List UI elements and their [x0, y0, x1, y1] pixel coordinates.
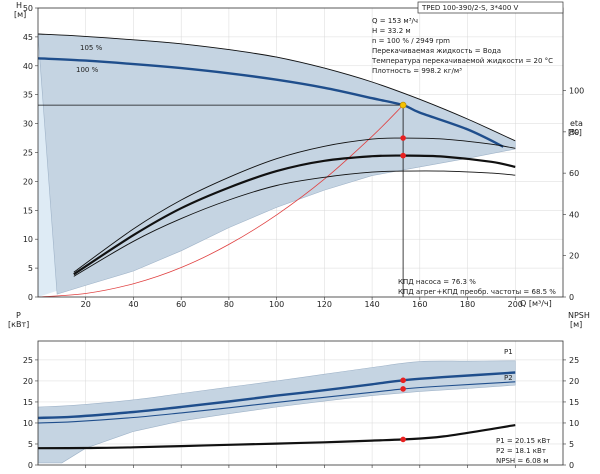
npsh-axis-label: NPSH — [568, 311, 590, 320]
head-tick-label: 10 — [23, 235, 33, 244]
readout-p1: P1 = 20.15 кВт — [496, 437, 550, 445]
readout-npsh: NPSH = 6.08 м — [496, 457, 549, 465]
head-axis-unit: [м] — [14, 10, 26, 19]
efficiency-axis-unit: [%] — [568, 128, 582, 137]
info-line-head: H = 33.2 м — [372, 27, 411, 35]
info-block: Q = 153 м³/ч H = 33.2 м n = 100 % / 2949… — [371, 17, 553, 75]
power-operating-region — [38, 360, 516, 464]
power-point-2 — [400, 436, 406, 443]
flow-tick-label: 180 — [460, 300, 475, 309]
head-axis-ticks: 0 5 10 15 20 25 30 35 40 45 50 — [23, 4, 38, 302]
curve-label-105: 105 % — [80, 44, 103, 52]
npsh-tick-label: 20 — [569, 377, 579, 386]
npsh-tick-label: 15 — [569, 398, 579, 407]
efficiency-point-0 — [400, 135, 406, 141]
head-axis-label: H — [16, 1, 22, 10]
flow-tick-label: 140 — [364, 300, 379, 309]
efficiency-tick-label: 40 — [569, 210, 579, 219]
head-tick-label: 5 — [28, 264, 33, 273]
power-series-line-1 — [38, 381, 516, 424]
power-tick-label: 10 — [23, 419, 33, 428]
efficiency-axis-label: eta — [570, 119, 583, 128]
flow-axis-ticks: 20 40 60 80 100 120 140 160 180 200 — [81, 297, 523, 309]
npsh-axis-ticks: 0 5 10 15 20 25 — [563, 356, 579, 470]
info-line-temperature: Температура перекачиваемой жидкости = 20… — [371, 57, 553, 65]
head-tick-label: 15 — [23, 206, 33, 215]
head-points — [399, 101, 407, 159]
head-tick-label: 30 — [23, 120, 33, 129]
power-series-line-2 — [38, 424, 516, 450]
head-tick-label: 20 — [23, 177, 33, 186]
efficiency-tick-label: 100 — [569, 87, 584, 96]
npsh-axis-unit: [м] — [570, 320, 582, 329]
readout-p2: P2 = 18.1 кВт — [496, 447, 546, 455]
efficiency-axis-ticks: 0 20 40 60 80 100 — [563, 87, 584, 302]
npsh-tick-label: 10 — [569, 419, 579, 428]
head-series-line-6 — [73, 170, 516, 277]
power-flow-ticks — [85, 465, 516, 468]
info-line-liquid: Перекачиваемая жидкость = Вода — [372, 47, 501, 55]
power-series-line-0 — [38, 371, 516, 420]
curve-label-p2: P2 — [504, 374, 513, 382]
power-point-1 — [400, 386, 406, 392]
efficiency-tick-label: 0 — [569, 293, 574, 302]
flow-tick-label: 80 — [224, 300, 234, 309]
power-panel: 0 5 10 15 20 25 0 5 10 15 20 25 P [кВт] NPSH [м] P… — [8, 311, 590, 470]
head-series-line-5 — [73, 154, 516, 276]
info-line-speed: n = 100 % / 2949 rpm — [372, 37, 450, 45]
head-series-line-4 — [73, 137, 516, 273]
power-points — [400, 377, 406, 443]
flow-tick-label: 40 — [128, 300, 138, 309]
title-box — [417, 1, 564, 14]
curve-label-p1: P1 — [504, 348, 513, 356]
flow-tick-label: 100 — [269, 300, 284, 309]
pump-efficiency-text: КПД насоса = 76.3 % — [398, 278, 476, 286]
npsh-tick-label: 5 — [569, 440, 574, 449]
head-tick-label: 45 — [23, 33, 33, 42]
power-tick-label: 15 — [23, 398, 33, 407]
power-tick-label: 20 — [23, 377, 33, 386]
flow-axis-label: Q [м³/ч] — [520, 299, 552, 308]
head-tick-label: 0 — [28, 293, 33, 302]
power-series-group — [38, 371, 516, 450]
efficiency-tick-label: 20 — [569, 252, 579, 261]
power-plot-frame — [37, 340, 564, 466]
power-axis-ticks: 0 5 10 15 20 25 — [23, 356, 38, 470]
head-tick-label: 35 — [23, 91, 33, 100]
power-tick-label: 25 — [23, 356, 33, 365]
info-line-flow: Q = 153 м³/ч — [372, 17, 418, 25]
head-series-line-2 — [38, 104, 404, 297]
power-tick-label: 5 — [28, 440, 33, 449]
npsh-tick-label: 0 — [569, 461, 574, 470]
power-axis-label: P — [16, 311, 21, 320]
head-series-line-0 — [38, 33, 516, 142]
flow-tick-label: 120 — [317, 300, 332, 309]
flow-tick-label: 20 — [81, 300, 91, 309]
operating-point-marker — [399, 101, 407, 109]
head-series-line-1 — [38, 57, 504, 148]
efficiency-tick-label: 60 — [569, 169, 579, 178]
head-tick-label: 50 — [23, 4, 33, 13]
head-tick-label: 25 — [23, 149, 33, 158]
flow-tick-label: 200 — [508, 300, 523, 309]
flow-tick-label: 160 — [412, 300, 427, 309]
npsh-tick-label: 25 — [569, 356, 579, 365]
power-axis-unit: [кВт] — [8, 320, 29, 329]
efficiency-point-1 — [400, 152, 406, 159]
chart-title: TPED 100-390/2-S, 3*400 V — [421, 4, 519, 12]
power-point-0 — [400, 377, 406, 384]
head-panel: 0 5 10 15 20 25 30 35 40 45 50 0 20 40 60 80 100 20 40 60… — [14, 1, 584, 309]
efficiency-tick-label: 80 — [569, 128, 579, 137]
curve-label-100: 100 % — [76, 66, 99, 74]
head-series-group — [38, 33, 516, 297]
unit-efficiency-text: КПД агрег+КПД преобр. частоты = 68.5 % — [398, 288, 556, 296]
power-tick-label: 0 — [28, 461, 33, 470]
flow-tick-label: 60 — [176, 300, 186, 309]
info-line-density: Плотность = 998.2 кг/м³ — [372, 67, 462, 75]
head-tick-label: 40 — [23, 62, 33, 71]
